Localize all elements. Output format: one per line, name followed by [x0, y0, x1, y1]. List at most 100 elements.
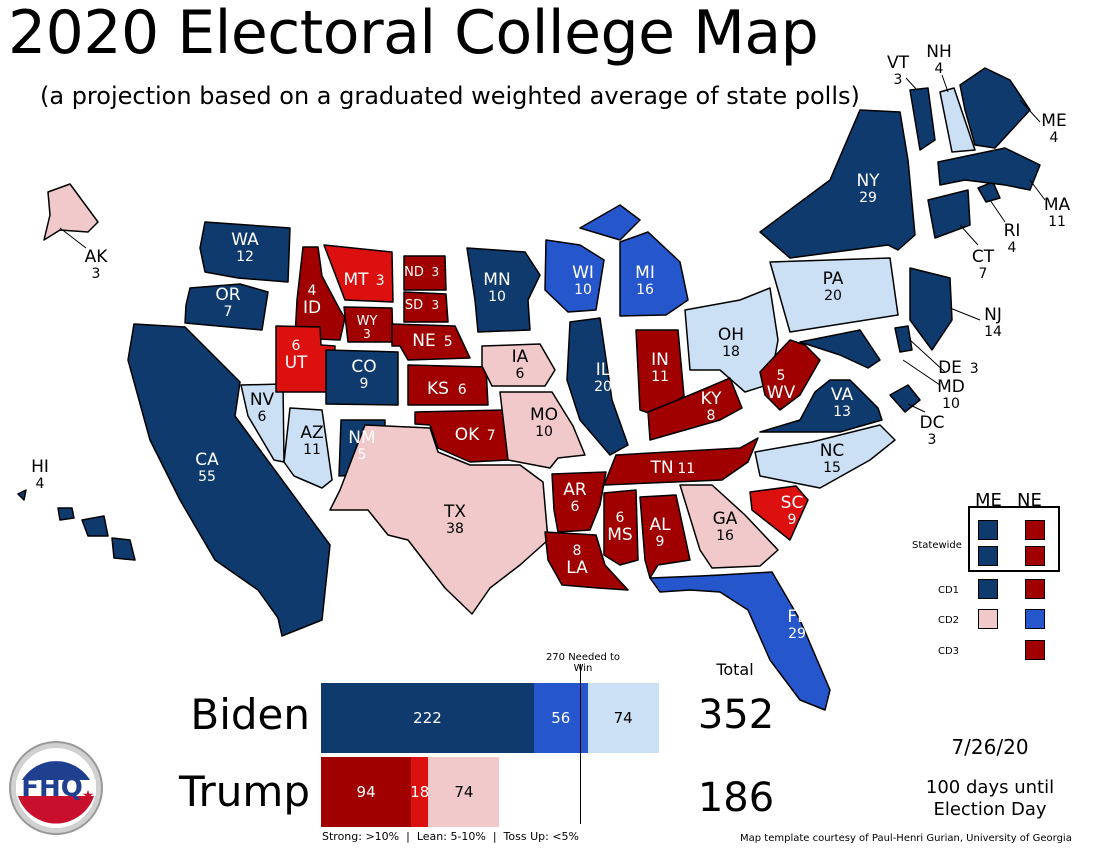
state-la	[544, 531, 629, 591]
state-label-ne: NE	[412, 331, 435, 351]
state-ct	[927, 189, 971, 239]
state-ev-ks: 6	[458, 382, 467, 398]
state-label-ky: KY	[701, 389, 723, 409]
state-label-pa: PA	[823, 269, 844, 289]
state-label-ny: NY	[856, 171, 880, 191]
state-ev-tn: 11	[677, 461, 695, 477]
state-ev-nm: 5	[358, 447, 367, 463]
legend-swatch-me	[978, 520, 998, 540]
state-mt	[323, 244, 394, 303]
leader-line	[59, 227, 87, 249]
legend-swatch-ne	[1025, 520, 1045, 540]
state-ev-nv: 6	[258, 409, 267, 425]
state-label-co: CO	[351, 357, 376, 377]
state-label-nh: NH	[926, 42, 952, 62]
state-label-md: MD	[937, 377, 965, 397]
state-ev-mo: 10	[535, 424, 553, 440]
state-ev-mn: 10	[488, 289, 506, 305]
state-ev-oh: 18	[722, 344, 740, 360]
state-label-nv: NV	[250, 390, 275, 410]
state-az	[283, 407, 333, 489]
legend-swatch-me	[978, 546, 998, 566]
state-co	[325, 349, 399, 406]
bar-segment-strong: 94	[321, 757, 412, 827]
state-ev-nj: 14	[984, 324, 1002, 340]
state-label-il: IL	[596, 360, 611, 380]
state-ia	[481, 343, 556, 387]
state-ev-ut: 6	[292, 338, 301, 354]
leader-line	[909, 339, 946, 373]
state-label-ks: KS	[427, 379, 449, 399]
state-md	[799, 329, 881, 369]
state-ks	[407, 364, 489, 406]
state-ut	[275, 325, 336, 393]
state-ev-fl: 29	[788, 626, 806, 642]
state-label-ri: RI	[1004, 221, 1021, 241]
state-ev-nd: 3	[432, 265, 440, 279]
state-ny	[759, 109, 916, 259]
state-sd	[403, 291, 449, 323]
state-label-ak: AK	[85, 247, 109, 267]
legend-statewide-box	[968, 506, 1060, 572]
state-ev-sd: 3	[432, 298, 440, 312]
state-ev-ny: 29	[859, 190, 877, 206]
state-label-dc: DC	[920, 413, 945, 433]
state-ev-ia: 6	[516, 366, 525, 382]
leader-line	[905, 77, 918, 91]
state-label-ok: OK	[455, 425, 480, 445]
total-trump: 186	[697, 775, 775, 821]
state-label-tn: TN	[649, 458, 673, 478]
state-label-nm: NM	[348, 428, 375, 448]
total-header: Total	[716, 660, 754, 679]
state-label-la: LA	[566, 558, 588, 578]
legend-swatch-ne	[1025, 609, 1045, 629]
state-label-al: AL	[649, 515, 671, 535]
state-label-ma: MA	[1044, 195, 1071, 215]
state-ar	[551, 471, 607, 533]
state-label-wv: WV	[767, 383, 796, 403]
candidate-name-trump: Trump	[179, 767, 310, 816]
threshold-label: 270 Needed to Win	[545, 652, 621, 674]
leader-line	[907, 403, 926, 413]
state-ev-vt: 3	[894, 72, 903, 88]
days-until-text: 100 days until	[925, 777, 1055, 798]
state-label-or: OR	[215, 285, 240, 305]
state-hi	[17, 489, 136, 561]
state-ri	[977, 181, 1001, 203]
state-label-fl: FL	[787, 607, 807, 627]
state-or	[184, 283, 269, 331]
state-ev-in: 11	[651, 369, 669, 385]
state-ev-il: 20	[594, 379, 612, 395]
state-ev-wv: 5	[777, 368, 786, 384]
state-mn	[466, 247, 541, 333]
state-ev-wa: 12	[236, 249, 254, 265]
state-ev-me: 4	[1050, 130, 1059, 146]
leader-line	[989, 199, 1006, 223]
state-ca	[127, 323, 331, 637]
state-vt	[909, 87, 936, 151]
legend-swatch-ne	[1025, 546, 1045, 566]
map-date: 7/26/20	[951, 735, 1029, 759]
state-label-nd: ND	[404, 265, 424, 280]
state-label-ms: MS	[607, 525, 632, 545]
fhq-logo: FHQ ★	[9, 741, 103, 835]
state-ev-la: 8	[573, 543, 582, 559]
fhq-logo-text: FHQ	[21, 773, 83, 803]
state-label-ar: AR	[563, 480, 587, 500]
legend-row-label: Statewide	[912, 540, 962, 551]
state-ev-hi: 4	[36, 476, 45, 492]
state-ne	[391, 323, 471, 361]
state-label-nj: NJ	[984, 305, 1002, 325]
legend-swatch-ne	[1025, 579, 1045, 599]
state-ev-az: 11	[303, 442, 321, 458]
state-label-ct: CT	[972, 247, 995, 267]
state-ev-tx: 38	[446, 521, 464, 537]
legend-swatch-me	[978, 609, 998, 629]
state-ky	[647, 377, 743, 441]
bar-row-biden: 222 56 74	[321, 683, 659, 753]
state-ev-mt: 3	[376, 273, 385, 289]
state-label-wa: WA	[231, 230, 259, 250]
state-label-wi: WI	[572, 263, 594, 283]
legend-row-label: CD3	[938, 646, 960, 657]
state-fl	[649, 571, 831, 711]
